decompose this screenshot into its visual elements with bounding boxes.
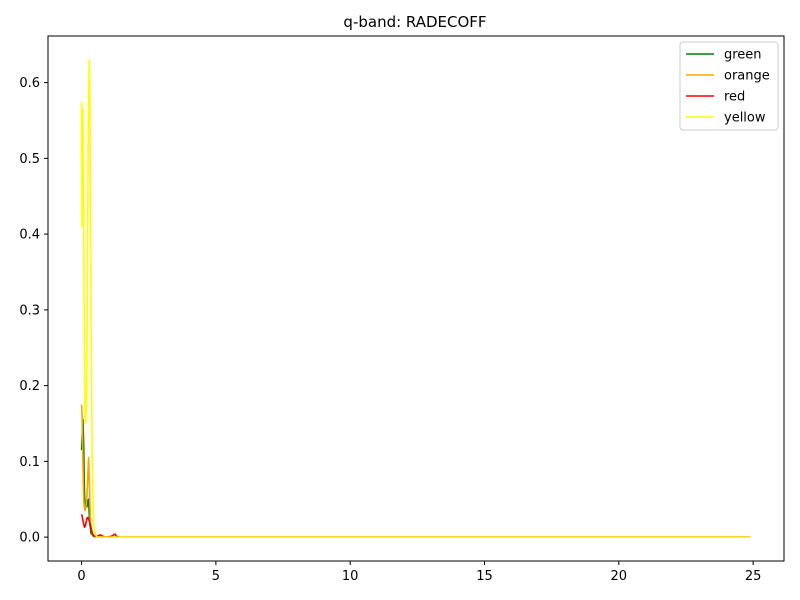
x-tick-label: 10 bbox=[342, 569, 359, 584]
y-tick-label: 0.5 bbox=[19, 152, 40, 167]
legend-label-green: green bbox=[724, 48, 762, 63]
series-line-yellow bbox=[80, 59, 751, 538]
x-tick-label: 20 bbox=[611, 569, 628, 584]
legend-box bbox=[679, 41, 779, 131]
legend-label-orange: orange bbox=[724, 69, 770, 84]
axes-frame bbox=[47, 35, 785, 562]
plot-area bbox=[80, 59, 751, 538]
x-tick-label: 0 bbox=[77, 569, 85, 584]
x-tick-label: 15 bbox=[476, 569, 493, 584]
legend-label-yellow: yellow bbox=[724, 111, 766, 126]
y-tick-label: 0.0 bbox=[19, 531, 40, 546]
y-tick-label: 0.4 bbox=[19, 228, 40, 243]
x-axis: 0 5 10 15 20 25 bbox=[77, 561, 761, 584]
chart-title: q-band: RADECOFF bbox=[343, 13, 486, 31]
y-tick-label: 0.6 bbox=[19, 76, 40, 91]
x-tick-label: 25 bbox=[745, 569, 762, 584]
y-tick-label: 0.2 bbox=[19, 379, 40, 394]
legend: green orange red yellow bbox=[679, 41, 779, 131]
y-tick-label: 0.3 bbox=[19, 303, 40, 318]
legend-label-red: red bbox=[724, 90, 745, 105]
x-tick-label: 5 bbox=[212, 569, 220, 584]
y-axis: 0.0 0.1 0.2 0.3 0.4 0.5 0.6 bbox=[19, 76, 48, 546]
y-tick-label: 0.1 bbox=[19, 455, 40, 470]
